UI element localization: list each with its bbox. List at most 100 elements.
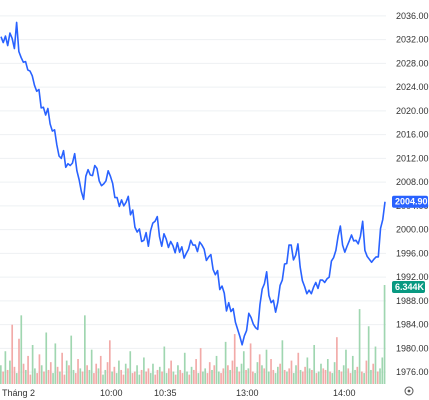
volume-bar [299, 369, 302, 384]
volume-bar [74, 373, 77, 384]
volume-bar [181, 373, 184, 384]
volume-bar [145, 371, 147, 384]
volume-bar [297, 352, 300, 384]
volume-bar [174, 374, 177, 384]
y-axis: 2036.00 2032.00 2028.00 2024.00 2020.00 2016.… [396, 11, 429, 377]
volume-bar [322, 368, 325, 384]
volume-bar [131, 373, 134, 384]
volume-bar [215, 355, 218, 384]
volume-bar [43, 371, 45, 384]
volume-bar [256, 362, 259, 384]
volume-bar [113, 366, 116, 384]
volume-bar [154, 374, 157, 384]
volume-bar [356, 366, 359, 384]
volume-bar [49, 362, 52, 384]
x-tick-label: 13:00 [236, 388, 259, 398]
volume-bar [106, 362, 109, 384]
volume-bar [183, 352, 186, 384]
volume-bar [351, 355, 354, 384]
volume-bar [331, 373, 334, 384]
volume-bar [340, 371, 343, 384]
volume-bar [140, 369, 143, 384]
volume-bar [170, 360, 172, 384]
volume-bar [202, 371, 204, 384]
volume-bar [345, 349, 347, 384]
volume-bar [152, 363, 154, 384]
volume-bar [68, 365, 70, 384]
grid [0, 15, 386, 373]
volume-bar [133, 371, 136, 384]
volume-bar [0, 365, 2, 384]
settings-gear-center [407, 389, 411, 393]
volume-bar [361, 371, 363, 384]
volume-bar [326, 359, 329, 384]
volume-bar [20, 315, 23, 384]
volume-bar [245, 369, 247, 384]
price-badge-label: 2004.90 [395, 197, 428, 207]
volume-bar [381, 357, 384, 384]
volume-bar [186, 371, 188, 384]
volume-bar [47, 369, 50, 384]
x-tick-label: 14:00 [333, 388, 356, 398]
volume-bar [292, 373, 295, 384]
y-tick-label: 2032.00 [396, 35, 429, 45]
volume-bar [261, 365, 263, 384]
volume-bar [365, 360, 368, 384]
volume-bar [99, 355, 102, 384]
volume-bar [108, 340, 111, 384]
volume-bar [236, 366, 238, 384]
volume-bar [376, 371, 379, 384]
y-tick-label: 1992.00 [396, 272, 429, 282]
volume-bar [379, 368, 381, 384]
volume-bar [52, 373, 54, 384]
volume-bar [238, 371, 241, 384]
volume-bar [211, 369, 213, 384]
volume-bar [111, 371, 113, 384]
volume-bar [222, 368, 225, 384]
volume-bar [263, 368, 266, 384]
volume-bar [281, 340, 284, 384]
volume-bar [77, 359, 79, 384]
volume-bar [127, 368, 129, 384]
volume-bar [124, 363, 127, 384]
volume-bar [317, 371, 320, 384]
volume-bar [279, 363, 281, 384]
volume-bar [193, 369, 195, 384]
volume-bar [286, 371, 288, 384]
y-tick-label: 2020.00 [396, 106, 429, 116]
volume-bar [79, 368, 82, 384]
volume-bar [195, 359, 197, 384]
volume-bar [301, 371, 304, 384]
volume-bar [2, 371, 4, 384]
volume-bar [6, 369, 9, 384]
volume-bar [86, 365, 88, 384]
volume-bar [283, 369, 286, 384]
y-tick-label: 2028.00 [396, 58, 429, 68]
volume-badge-label: 6.344K [395, 282, 425, 292]
x-axis: Tháng 2 10:00 10:35 13:00 14:00 [2, 388, 356, 398]
volume-bar [13, 366, 16, 384]
volume-bar [15, 373, 18, 384]
volume-bar [29, 374, 32, 384]
volume-bar [136, 365, 138, 384]
volume-bar [306, 357, 309, 384]
volume-bar [45, 332, 48, 384]
volume-bar [81, 371, 84, 384]
volume-bar [367, 326, 370, 384]
volume-bar [56, 366, 59, 384]
settings-button[interactable] [404, 386, 414, 396]
settings-gear-icon[interactable] [404, 386, 414, 396]
volume-bar [213, 365, 216, 384]
volume-badge [392, 281, 425, 293]
volume-bar [372, 363, 375, 384]
volume-bar [240, 363, 243, 384]
volume-bar [347, 368, 350, 384]
volume-bar [277, 366, 279, 384]
volume-bar [304, 366, 306, 384]
volume-bar [197, 373, 200, 384]
volume-bar [265, 349, 268, 384]
volume-bar [229, 369, 231, 384]
volume-bar [324, 369, 327, 384]
y-tick-label: 1984.00 [396, 320, 429, 330]
